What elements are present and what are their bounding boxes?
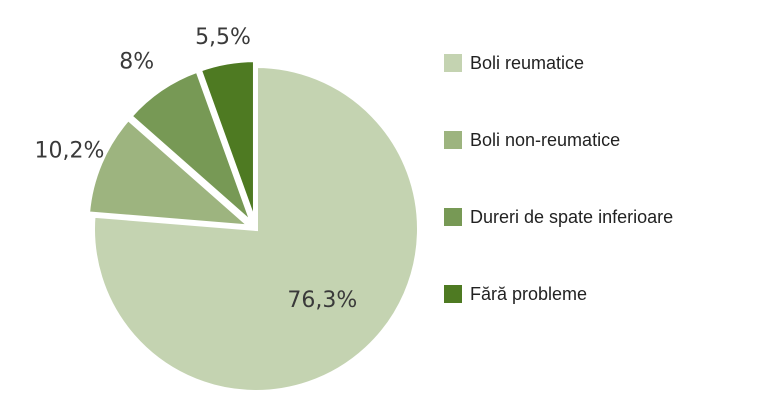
pie-slice <box>197 58 257 224</box>
legend-label: Dureri de spate inferioare <box>470 206 674 227</box>
legend-label: Boli non-reumatice <box>470 129 621 150</box>
legend-item-boli-non-reumatice: Boli non-reumatice <box>444 129 673 151</box>
pie-slice <box>127 68 255 226</box>
legend: Boli reumatice Boli non-reumatice Dureri… <box>444 52 673 360</box>
legend-swatch <box>444 285 462 303</box>
pie-slice-label: 5,5% <box>195 25 251 50</box>
pie-slice-label: 10,2% <box>35 138 105 163</box>
pie-slices <box>85 58 421 394</box>
legend-swatch <box>444 131 462 149</box>
pie-slice-label: 76,3% <box>287 288 357 313</box>
legend-swatch <box>444 208 462 226</box>
legend-swatch <box>444 54 462 72</box>
pie-slice-label: 8% <box>119 49 154 74</box>
pie-slice <box>85 116 257 230</box>
legend-item-fara-probleme: Fără probleme <box>444 283 673 305</box>
pie-value-labels: 76,3% 10,2% 8% 5,5% <box>35 25 358 313</box>
legend-label: Boli reumatice <box>470 52 585 73</box>
legend-item-dureri-de-spate: Dureri de spate inferioare <box>444 206 673 228</box>
legend-item-boli-reumatice: Boli reumatice <box>444 52 673 74</box>
legend-label: Fără probleme <box>470 283 588 304</box>
